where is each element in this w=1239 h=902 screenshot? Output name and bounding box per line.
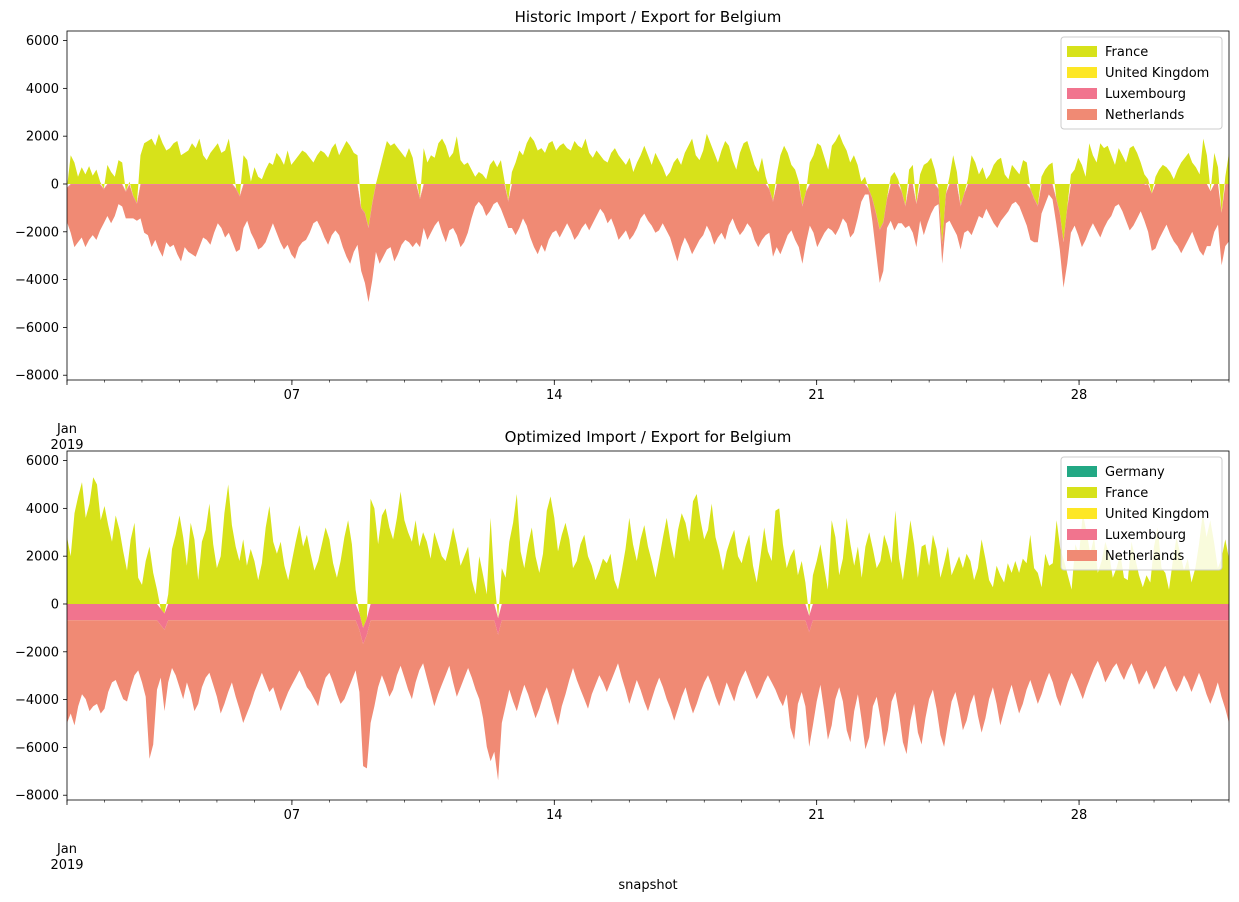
legend-swatch [1067, 529, 1097, 540]
y-tick-label: 6000 [26, 34, 59, 49]
legend-swatch [1067, 508, 1097, 519]
x-tick-label: 21 [808, 808, 825, 823]
legend-swatch [1067, 466, 1097, 477]
y-tick-label: 0 [51, 177, 59, 192]
legend-entry: Germany [1105, 465, 1165, 480]
optimized-chart-panel: Optimized Import / Export for Belgium −8… [15, 428, 1230, 893]
optimized-x-axis-label: snapshot [618, 878, 677, 893]
x-tick-label: 2019 [50, 438, 83, 453]
y-tick-label: −8000 [15, 369, 59, 384]
legend-entry: France [1105, 486, 1148, 501]
optimized-y-axis: −8000 −6000 −4000 −2000 0 2000 4000 6000 [15, 454, 67, 804]
legend-entry: Netherlands [1105, 549, 1184, 564]
y-tick-label: −2000 [15, 225, 59, 240]
x-tick-label: 2019 [50, 858, 83, 873]
optimized-area-netherlands [67, 620, 1229, 781]
x-tick-label: 14 [546, 808, 563, 823]
legend-swatch [1067, 109, 1097, 120]
x-tick-label: 07 [284, 388, 301, 403]
x-tick-label: Jan [56, 422, 77, 437]
historic-plot-frame [66, 30, 1230, 381]
legend-entry: Luxembourg [1105, 528, 1186, 543]
historic-chart-title: Historic Import / Export for Belgium [515, 8, 782, 26]
legend-entry: United Kingdom [1105, 507, 1209, 522]
legend-entry: Netherlands [1105, 108, 1184, 123]
optimized-area-layers [67, 477, 1229, 781]
y-tick-label: 4000 [26, 82, 59, 97]
x-tick-label: 21 [808, 388, 825, 403]
x-tick-label: 28 [1071, 808, 1088, 823]
legend-entry: Luxembourg [1105, 87, 1186, 102]
y-tick-label: −2000 [15, 645, 59, 660]
y-tick-label: 2000 [26, 130, 59, 145]
legend-box [1060, 36, 1223, 130]
y-tick-label: −4000 [15, 693, 59, 708]
y-tick-label: −4000 [15, 273, 59, 288]
optimized-plot-frame [66, 450, 1230, 801]
x-tick-label: 14 [546, 388, 563, 403]
legend-box [1060, 456, 1223, 571]
legend-swatch [1067, 487, 1097, 498]
legend-swatch [1067, 550, 1097, 561]
x-tick-label: 28 [1071, 388, 1088, 403]
historic-y-axis: −8000 −6000 −4000 −2000 0 2000 4000 6000 [15, 34, 67, 384]
y-tick-label: −6000 [15, 321, 59, 336]
legend-swatch [1067, 88, 1097, 99]
y-tick-label: 2000 [26, 550, 59, 565]
legend-swatch [1067, 46, 1097, 57]
historic-area-netherlands [67, 184, 1229, 303]
historic-area-layers [67, 133, 1229, 303]
y-tick-label: 4000 [26, 502, 59, 517]
y-tick-label: 0 [51, 597, 59, 612]
optimized-chart-title: Optimized Import / Export for Belgium [505, 428, 792, 446]
x-tick-label: 07 [284, 808, 301, 823]
legend-entry: France [1105, 45, 1148, 60]
historic-area-france [67, 133, 1229, 244]
optimized-legend: Germany France United Kingdom Luxembourg Net… [1060, 456, 1223, 571]
y-tick-label: −6000 [15, 741, 59, 756]
historic-chart-panel: Historic Import / Export for Belgium −80… [15, 8, 1230, 453]
x-tick-label: Jan [56, 842, 77, 857]
historic-legend: France United Kingdom Luxembourg Netherland… [1060, 36, 1223, 130]
y-tick-label: −8000 [15, 789, 59, 804]
legend-entry: United Kingdom [1105, 66, 1209, 81]
optimized-area-france [67, 477, 1229, 628]
optimized-area-luxembourg [67, 604, 1229, 645]
legend-swatch [1067, 67, 1097, 78]
y-tick-label: 6000 [26, 454, 59, 469]
